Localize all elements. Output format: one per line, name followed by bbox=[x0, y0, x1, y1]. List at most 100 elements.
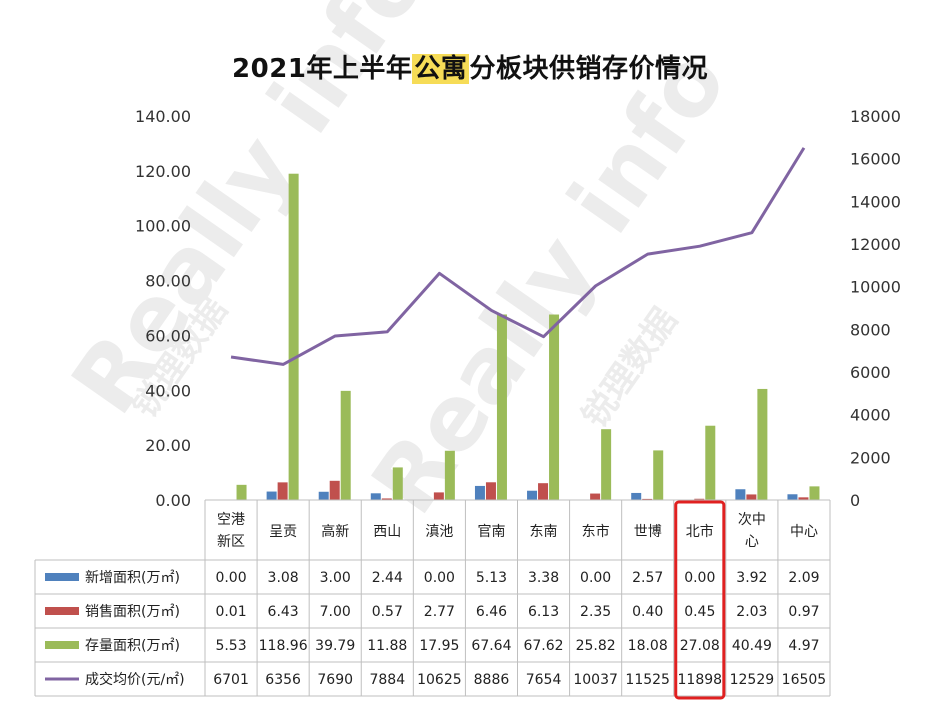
bar bbox=[370, 493, 381, 500]
y2-tick-label: 10000 bbox=[850, 278, 901, 297]
data-label: 0.00 bbox=[215, 570, 246, 586]
bar bbox=[277, 482, 288, 500]
bar bbox=[746, 494, 757, 500]
data-label: 118.96 bbox=[259, 638, 308, 654]
data-label: 5.53 bbox=[215, 638, 246, 654]
title-highlight: 公寓 bbox=[412, 54, 470, 84]
data-label: 0.01 bbox=[215, 604, 246, 620]
y-tick-label: 60.00 bbox=[145, 326, 191, 345]
y-tick-label: 40.00 bbox=[145, 381, 191, 400]
data-label: 2.44 bbox=[372, 570, 403, 586]
data-label: 6701 bbox=[213, 672, 249, 688]
data-label: 6.46 bbox=[476, 604, 507, 620]
y2-tick-label: 8000 bbox=[850, 320, 891, 339]
bar bbox=[601, 429, 612, 500]
bar bbox=[549, 314, 560, 500]
bar bbox=[236, 484, 247, 500]
bar bbox=[757, 388, 768, 500]
legend-swatch bbox=[45, 573, 79, 581]
bar bbox=[798, 497, 809, 500]
highlight-box bbox=[674, 500, 726, 700]
x-tick-label: 滇池 bbox=[425, 524, 453, 540]
bar bbox=[474, 485, 485, 500]
y2-tick-label: 12000 bbox=[850, 235, 901, 254]
data-label: 3.00 bbox=[320, 570, 351, 586]
data-label: 11525 bbox=[625, 672, 670, 688]
data-label: 11.88 bbox=[367, 638, 407, 654]
x-tick-label: 西山 bbox=[373, 524, 401, 540]
y2-tick-label: 4000 bbox=[850, 406, 891, 425]
data-label: 10625 bbox=[417, 672, 462, 688]
data-label: 3.08 bbox=[268, 570, 299, 586]
data-label: 16505 bbox=[782, 672, 827, 688]
data-label: 67.62 bbox=[523, 638, 563, 654]
legend-swatch bbox=[45, 641, 79, 649]
y-tick-label: 0.00 bbox=[155, 491, 191, 510]
bar bbox=[787, 494, 798, 500]
legend-label: 新增面积(万㎡) bbox=[85, 570, 180, 586]
data-label: 0.00 bbox=[684, 570, 715, 586]
bar bbox=[266, 491, 277, 500]
x-tick-label: 东市 bbox=[582, 523, 610, 540]
data-label: 5.13 bbox=[476, 570, 507, 586]
data-label: 10037 bbox=[573, 672, 618, 688]
y2-tick-label: 0 bbox=[850, 491, 860, 510]
data-label: 0.00 bbox=[580, 570, 611, 586]
data-label: 8886 bbox=[474, 672, 510, 688]
bar bbox=[444, 450, 455, 500]
x-tick-label: 世博 bbox=[634, 523, 662, 540]
data-label: 2.77 bbox=[424, 604, 455, 620]
data-label: 0.57 bbox=[372, 604, 403, 620]
data-label: 2.03 bbox=[736, 604, 767, 620]
bar bbox=[340, 390, 351, 500]
bar bbox=[653, 450, 664, 500]
bar bbox=[735, 489, 746, 500]
y2-tick-label: 6000 bbox=[850, 363, 891, 382]
legend-swatch bbox=[45, 607, 79, 615]
x-tick-label: 次中 bbox=[738, 512, 766, 528]
data-label: 7.00 bbox=[320, 604, 351, 620]
y2-tick-label: 2000 bbox=[850, 448, 891, 467]
data-label: 17.95 bbox=[419, 638, 459, 654]
y2-tick-label: 14000 bbox=[850, 192, 901, 211]
data-label: 25.82 bbox=[576, 638, 616, 654]
bar bbox=[538, 483, 549, 500]
x-tick-label: 心 bbox=[745, 534, 759, 550]
bar bbox=[485, 482, 496, 500]
bar bbox=[527, 490, 538, 500]
data-label: 40.49 bbox=[732, 638, 772, 654]
legend-label: 成交均价(元/㎡) bbox=[85, 671, 185, 688]
y-tick-label: 80.00 bbox=[145, 272, 191, 291]
data-label: 0.45 bbox=[684, 604, 715, 620]
data-label: 2.09 bbox=[788, 570, 819, 586]
bar bbox=[694, 498, 705, 500]
bar bbox=[392, 467, 403, 500]
legend-label: 销售面积(万㎡) bbox=[85, 604, 180, 620]
x-tick-label: 呈贡 bbox=[269, 524, 297, 540]
data-label: 4.97 bbox=[788, 638, 819, 654]
bar bbox=[329, 480, 340, 500]
data-label: 11898 bbox=[678, 672, 723, 688]
data-label: 7690 bbox=[317, 672, 353, 688]
bar bbox=[705, 425, 716, 500]
title-prefix: 2021年上半年 bbox=[232, 54, 413, 84]
title-suffix: 分板块供销存价情况 bbox=[469, 54, 708, 84]
x-tick-label: 新区 bbox=[217, 534, 245, 550]
chart-title: 2021年上半年公寓分板块供销存价情况 bbox=[0, 48, 940, 85]
bar bbox=[381, 498, 392, 500]
y-tick-label: 20.00 bbox=[145, 436, 191, 455]
bar bbox=[496, 314, 507, 500]
x-tick-label: 东南 bbox=[530, 524, 558, 540]
y2-tick-label: 18000 bbox=[850, 107, 901, 126]
bar bbox=[590, 493, 601, 500]
y-tick-label: 100.00 bbox=[135, 217, 191, 236]
x-tick-label: 空港 bbox=[217, 512, 245, 528]
data-label: 0.00 bbox=[424, 570, 455, 586]
bar bbox=[642, 498, 653, 500]
x-tick-label: 北市 bbox=[686, 523, 714, 540]
data-label: 12529 bbox=[730, 672, 775, 688]
data-label: 2.35 bbox=[580, 604, 611, 620]
data-label: 39.79 bbox=[315, 638, 355, 654]
bar bbox=[318, 491, 329, 500]
data-label: 0.97 bbox=[788, 604, 819, 620]
